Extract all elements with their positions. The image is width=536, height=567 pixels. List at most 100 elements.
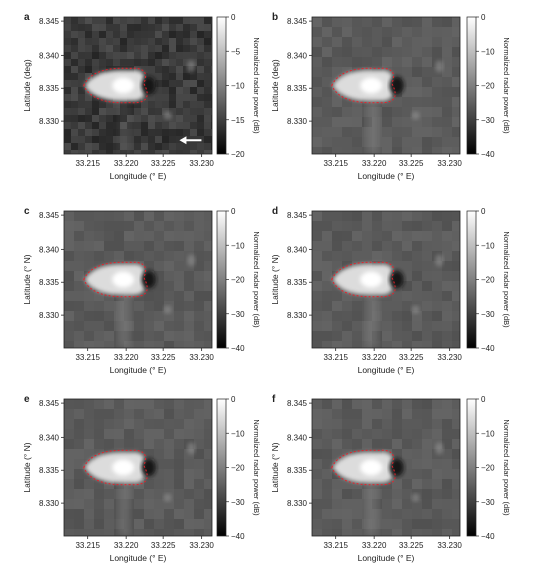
colorbar-tick-label: 0: [481, 395, 486, 404]
colorbar-tick-label: −20: [481, 276, 495, 285]
colorbar-tick-label: −10: [481, 429, 495, 438]
y-tick-label: 8.330: [39, 499, 60, 508]
y-tick-label: 8.330: [287, 311, 308, 320]
colorbar-tick-label: 0: [231, 207, 236, 216]
x-tick-label: 33.215: [75, 159, 100, 168]
x-axis-label: Longitude (° E): [110, 171, 167, 181]
outline-contour: [83, 67, 148, 104]
colorbar-tick-label: −20: [231, 150, 245, 159]
y-tick-label: 8.345: [287, 211, 308, 220]
x-tick-label: 33.215: [323, 159, 348, 168]
colorbar-label: Normalized radar power (dB): [502, 231, 511, 328]
y-tick-label: 8.335: [39, 466, 60, 475]
colorbar-label: Normalized radar power (dB): [252, 37, 261, 134]
x-axis-label: Longitude (° E): [358, 553, 415, 563]
y-tick-label: 8.335: [287, 278, 308, 287]
x-tick-label: 33.220: [114, 159, 139, 168]
colorbar-tick-label: −20: [231, 464, 245, 473]
radar-shadow: [389, 76, 404, 95]
y-tick-label: 8.340: [39, 245, 60, 254]
panel-d: 33.215 33.220 33.225 33.230 8.345 8.340 8.335 8…: [270, 206, 511, 375]
radar-image: [312, 399, 460, 536]
y-axis-label: Latitude (deg): [22, 59, 32, 112]
radar-shadow: [389, 458, 404, 477]
x-tick-label: 33.225: [151, 159, 176, 168]
outline-contour: [83, 449, 148, 486]
y-tick-label: 8.335: [39, 84, 60, 93]
colorbar: 0 −10 −20 −30 −40 Normalized radar power (dB): [466, 395, 511, 541]
outline-contour: [331, 449, 396, 486]
colorbar-tick-label: −10: [481, 47, 495, 56]
colorbar-label: Normalized radar power (dB): [502, 37, 511, 134]
y-tick-label: 8.345: [39, 399, 60, 408]
colorbar-tick-label: −30: [231, 310, 245, 319]
panel-letter: c: [24, 206, 30, 217]
y-tick-label: 8.345: [287, 399, 308, 408]
plot-frame: [63, 16, 213, 155]
colorbar-tick-label: −40: [481, 344, 495, 353]
radar-image: [64, 399, 212, 536]
y-tick-label: 8.330: [39, 117, 60, 126]
colorbar-tick-label: −30: [231, 498, 245, 507]
radar-shadow: [141, 458, 156, 477]
x-axis-label: Longitude (° E): [358, 171, 415, 181]
colorbar-tick-label: −10: [231, 429, 245, 438]
colorbar-tick-label: −5: [231, 47, 241, 56]
radar-image: [64, 211, 212, 348]
x-tick-label: 33.230: [437, 541, 462, 550]
y-axis-label: Latitude (° N): [22, 442, 32, 492]
colorbar: 0 −10 −20 −30 −40 Normalized radar power (dB): [466, 13, 511, 159]
y-tick-label: 8.345: [39, 17, 60, 26]
x-tick-label: 33.220: [114, 541, 139, 550]
plot-frame: [311, 398, 461, 537]
radar-image: [312, 17, 460, 154]
colorbar-tick-label: −30: [481, 498, 495, 507]
radar-image: [312, 211, 460, 348]
colorbar-tick-label: −20: [231, 276, 245, 285]
x-tick-label: 33.225: [399, 541, 424, 550]
panel-e: 33.215 33.220 33.225 33.230 8.345 8.340 8.335 8…: [22, 394, 261, 563]
x-tick-label: 33.230: [437, 159, 462, 168]
y-axis-label: Latitude (° N): [22, 254, 32, 304]
arrow-icon: [179, 136, 202, 145]
colorbar-label: Normalized radar power (dB): [252, 419, 261, 516]
y-tick-label: 8.340: [287, 433, 308, 442]
colorbar-label: Normalized radar power (dB): [252, 231, 261, 328]
outline-contour: [83, 261, 148, 298]
x-tick-label: 33.230: [189, 159, 214, 168]
panel-letter: d: [272, 206, 278, 217]
colorbar: 0 −10 −20 −30 −40 Normalized radar power (dB): [216, 207, 261, 353]
y-tick-label: 8.330: [287, 117, 308, 126]
x-axis-label: Longitude (° E): [110, 553, 167, 563]
plot-frame: [63, 210, 213, 349]
colorbar: 0 −10 −20 −30 −40 Normalized radar power (dB): [466, 207, 511, 353]
x-axis-label: Longitude (° E): [358, 365, 415, 375]
colorbar-tick-label: −10: [231, 241, 245, 250]
radar-shadow: [141, 270, 156, 289]
x-tick-label: 33.215: [75, 353, 100, 362]
panel-a: 33.215 33.220 33.225 33.230 8.345 8.340 8.335 8…: [22, 12, 261, 181]
y-tick-label: 8.340: [287, 245, 308, 254]
colorbar-tick-label: −40: [231, 532, 245, 541]
x-tick-label: 33.230: [189, 541, 214, 550]
x-tick-label: 33.215: [323, 353, 348, 362]
y-tick-label: 8.335: [287, 466, 308, 475]
colorbar: 0 −5 −10 −15 −20 Normalized radar power (dB): [216, 13, 261, 159]
y-tick-label: 8.330: [39, 311, 60, 320]
colorbar-tick-label: −10: [231, 82, 245, 91]
colorbar-tick-label: −10: [481, 241, 495, 250]
x-tick-label: 33.225: [151, 353, 176, 362]
colorbar-tick-label: −40: [231, 344, 245, 353]
panel-b: 33.215 33.220 33.225 33.230 8.345 8.340 8.335 8…: [270, 12, 511, 181]
x-tick-label: 33.220: [362, 353, 387, 362]
colorbar-tick-label: −30: [481, 310, 495, 319]
y-tick-label: 8.335: [287, 84, 308, 93]
panel-letter: f: [272, 394, 276, 405]
panel-letter: a: [24, 12, 30, 23]
y-tick-label: 8.340: [39, 433, 60, 442]
colorbar-tick-label: −40: [481, 532, 495, 541]
colorbar: 0 −10 −20 −30 −40 Normalized radar power (dB): [216, 395, 261, 541]
outline-contour: [331, 67, 396, 104]
outline-contour: [331, 261, 396, 298]
